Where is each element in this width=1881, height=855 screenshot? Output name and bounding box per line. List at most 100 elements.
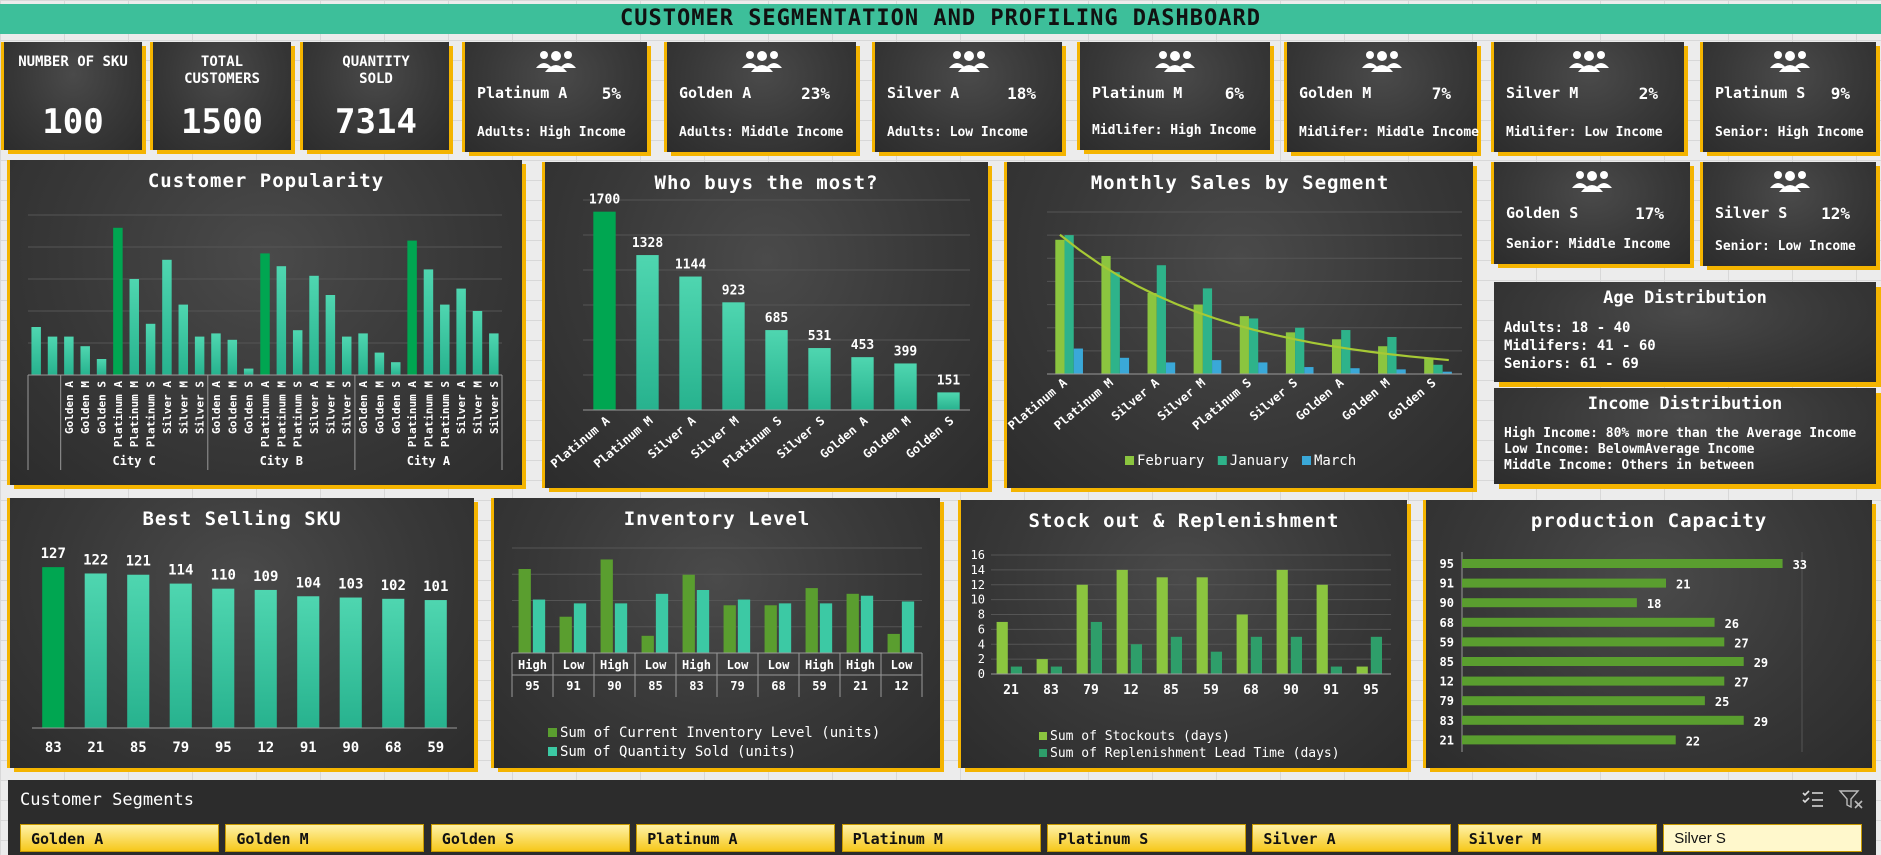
chart-bar: [1331, 339, 1342, 374]
segment-name: Golden A: [679, 84, 752, 102]
slicer-item[interactable]: Platinum A: [636, 824, 836, 852]
x-tick-label: 83: [689, 679, 703, 693]
data-label: 127: [41, 546, 66, 562]
chart-bar: [1090, 621, 1102, 674]
slicer-item[interactable]: Platinum M: [841, 824, 1041, 852]
x-tick-label: 79: [172, 740, 189, 756]
chart-bar: [901, 601, 915, 653]
chart-title: Inventory Level: [623, 508, 811, 530]
inventory-chart: High 95 Low 91 High 90 Low 85 High 83 Low 79 Low 68 Hi…: [511, 547, 923, 760]
chart-bar: [309, 275, 319, 375]
chart-bar: [851, 357, 874, 410]
legend-swatch: [1217, 456, 1227, 465]
multi-select-icon[interactable]: [1800, 788, 1826, 810]
x-tick-label: 21: [853, 679, 867, 693]
production-capacity-chart: 95 33 91 21 90 18 68 26 59 27 85 29 12 27 79 25 83 29 21 22: [1440, 552, 1807, 752]
data-label: 1328: [632, 236, 663, 251]
kpi-label: TOTAL CUSTOMERS: [184, 54, 260, 87]
x-group-label: Low: [645, 658, 667, 672]
x-tick-label: 91: [566, 679, 580, 693]
chart-bar: [211, 333, 221, 375]
x-tick-label: Silver S: [1247, 376, 1300, 424]
chart-bar: [1193, 304, 1203, 374]
segment-card: Silver A 18% Adults: Low Income: [875, 42, 1062, 152]
slicer-item[interactable]: Golden S: [430, 824, 630, 852]
x-tick-label: Golden M: [1339, 376, 1392, 424]
chart-title: Who buys the most?: [654, 172, 879, 194]
y-tick-label: 16: [971, 548, 985, 562]
chart-bar: [1130, 644, 1142, 674]
kpi-card-sku: NUMBER OF SKU 100: [4, 42, 142, 150]
chart-bar: [1258, 362, 1268, 374]
chart-bar: [374, 352, 385, 375]
data-label: 110: [211, 568, 236, 584]
clear-filter-icon[interactable]: [1838, 788, 1864, 810]
x-tick-label: 90: [342, 740, 359, 756]
chart-bar: [846, 593, 859, 653]
x-tick-label: Silver M: [471, 381, 484, 434]
chart-bar: [1330, 666, 1342, 674]
chart-bar: [382, 598, 405, 728]
slicer-item[interactable]: Platinum S: [1047, 824, 1246, 852]
chart-bar: [297, 596, 320, 728]
y-tick-label: 85: [1440, 655, 1454, 669]
segment-percent: 12%: [1821, 204, 1850, 223]
chart-bar: [1116, 569, 1128, 674]
data-label: 121: [126, 554, 151, 570]
y-tick-label: 2: [978, 652, 985, 666]
x-tick-label: 79: [1083, 683, 1099, 698]
chart-bar: [1341, 330, 1351, 374]
chart-bar: [1276, 569, 1288, 674]
x-tick-label: 85: [1163, 683, 1179, 698]
chart-bar: [778, 603, 792, 653]
x-tick-label: 91: [300, 740, 317, 756]
y-tick-label: 0: [978, 667, 985, 681]
x-tick-label: Silver S: [341, 381, 354, 434]
slicer-item[interactable]: Silver A: [1252, 824, 1452, 852]
y-tick-label: 83: [1440, 714, 1454, 728]
slicer-item[interactable]: Golden M: [225, 824, 425, 852]
segment-percent: 23%: [801, 84, 830, 103]
chart-bar: [292, 330, 303, 375]
x-tick-label: 68: [1243, 683, 1259, 698]
chart-bar: [1036, 659, 1048, 674]
inventory-panel: Inventory Level High 95 Low 91 High 90 Low 85 Hi…: [494, 498, 940, 768]
chart-bar: [84, 573, 107, 728]
income-line: Low Income: BelowmAverage Income: [1504, 442, 1755, 457]
data-label: 1144: [675, 258, 706, 273]
legend-swatch: [1039, 732, 1047, 740]
chart-bar: [765, 330, 788, 410]
x-tick-label: Golden A: [210, 381, 223, 434]
y-tick-label: 90: [1440, 596, 1454, 610]
x-tick-label: Golden A: [63, 381, 76, 434]
group-label: City B: [260, 454, 303, 468]
x-tick-label: Platinum S: [439, 381, 452, 447]
x-tick-label: Platinum A: [406, 381, 419, 448]
data-label: 151: [937, 373, 961, 388]
x-tick-label: Platinum M: [275, 381, 288, 448]
chart-bar: [440, 304, 450, 375]
data-label: 923: [722, 283, 745, 298]
chart-bar: [1304, 367, 1314, 374]
data-label: 26: [1725, 617, 1739, 631]
y-tick-label: 8: [978, 608, 985, 622]
kpi-value: 1500: [181, 102, 263, 142]
chart-bar: [1462, 657, 1744, 666]
customer-popularity-chart: Golden A Golden M Golden S Platinum A Platin…: [27, 214, 503, 470]
age-distribution-panel: Age Distribution Adults: 18 - 40 Midlife…: [1494, 282, 1876, 382]
data-label: 531: [808, 329, 832, 344]
data-label: 109: [253, 569, 278, 585]
slicer-item[interactable]: Golden A: [20, 824, 219, 852]
segment-card: Golden S 17% Senior: Middle Income: [1494, 162, 1690, 264]
chart-bar: [212, 588, 235, 728]
x-tick-label: 90: [607, 679, 621, 693]
chart-bar: [129, 279, 139, 375]
chart-bar: [819, 603, 833, 653]
slicer-item[interactable]: Silver S: [1663, 824, 1863, 852]
age-line: Seniors: 61 - 69: [1504, 356, 1639, 372]
people-group-icon: [1764, 168, 1816, 198]
chart-bar: [1101, 255, 1111, 374]
slicer-item[interactable]: Silver M: [1457, 824, 1657, 852]
segment-card: Golden M 7% Midlifer: Middle Income: [1287, 42, 1479, 152]
customer-segments-slicer: Customer Segments Golden A Golden M Golden…: [8, 780, 1876, 855]
